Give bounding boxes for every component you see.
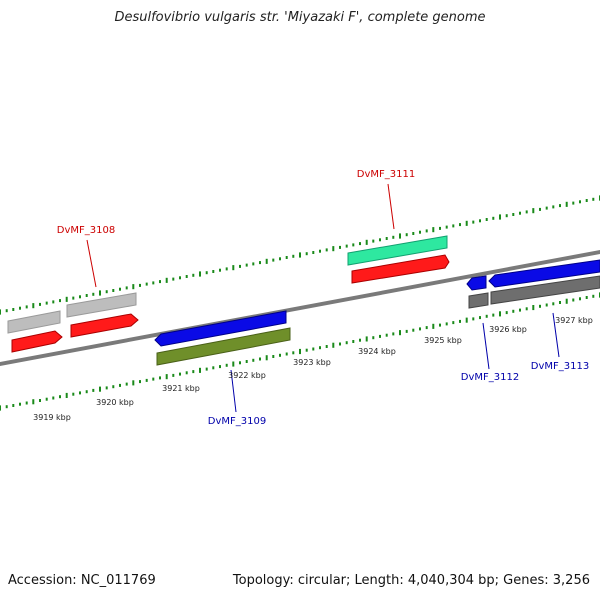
label-connector: [387, 183, 395, 230]
ruler-label: 3919 kbp: [33, 413, 71, 422]
accession-text: Accession: NC_011769: [8, 573, 156, 588]
gene-red[interactable]: [70, 313, 139, 338]
genome-summary-text: Topology: circular; Length: 4,040,304 bp…: [232, 573, 590, 588]
gene-label-dvmf-3108[interactable]: DvMF_3108: [57, 225, 115, 236]
gene-label-dvmf-3113[interactable]: DvMF_3113: [531, 361, 589, 372]
gene-blue[interactable]: [466, 275, 487, 291]
label-connector: [552, 312, 560, 358]
ruler-label: 3927 kbp: [555, 316, 593, 325]
ruler-label: 3922 kbp: [228, 371, 266, 380]
label-connector: [482, 322, 490, 370]
genome-backbone: [0, 250, 600, 366]
gene-gray[interactable]: [7, 310, 61, 334]
gene-blue[interactable]: [488, 259, 600, 288]
label-connector: [86, 239, 97, 288]
gene-label-dvmf-3109[interactable]: DvMF_3109: [208, 416, 266, 427]
ruler-label: 3921 kbp: [162, 384, 200, 393]
ruler-label: 3920 kbp: [96, 398, 134, 407]
ruler-label: 3926 kbp: [489, 325, 527, 334]
gene-label-dvmf-3112[interactable]: DvMF_3112: [461, 372, 519, 383]
gene-red[interactable]: [11, 330, 63, 353]
gene-gray[interactable]: [66, 292, 137, 318]
label-connector: [230, 369, 237, 413]
gene-blue[interactable]: [154, 310, 287, 347]
ruler-label: 3924 kbp: [358, 347, 396, 356]
gene-dark-gray[interactable]: [468, 292, 489, 309]
map-title: Desulfovibrio vulgaris str. 'Miyazaki F'…: [114, 10, 486, 25]
forward-tick-ruler: [0, 195, 600, 315]
gene-label-dvmf-3111[interactable]: DvMF_3111: [357, 169, 415, 180]
gene-red[interactable]: [351, 254, 450, 284]
gene-dark-gray[interactable]: [490, 275, 600, 305]
ruler-label: 3925 kbp: [424, 336, 462, 345]
gene-olive[interactable]: [156, 327, 291, 366]
gene-teal[interactable]: [347, 235, 448, 266]
ruler-label: 3923 kbp: [293, 358, 331, 367]
reverse-tick-ruler: [0, 292, 600, 411]
